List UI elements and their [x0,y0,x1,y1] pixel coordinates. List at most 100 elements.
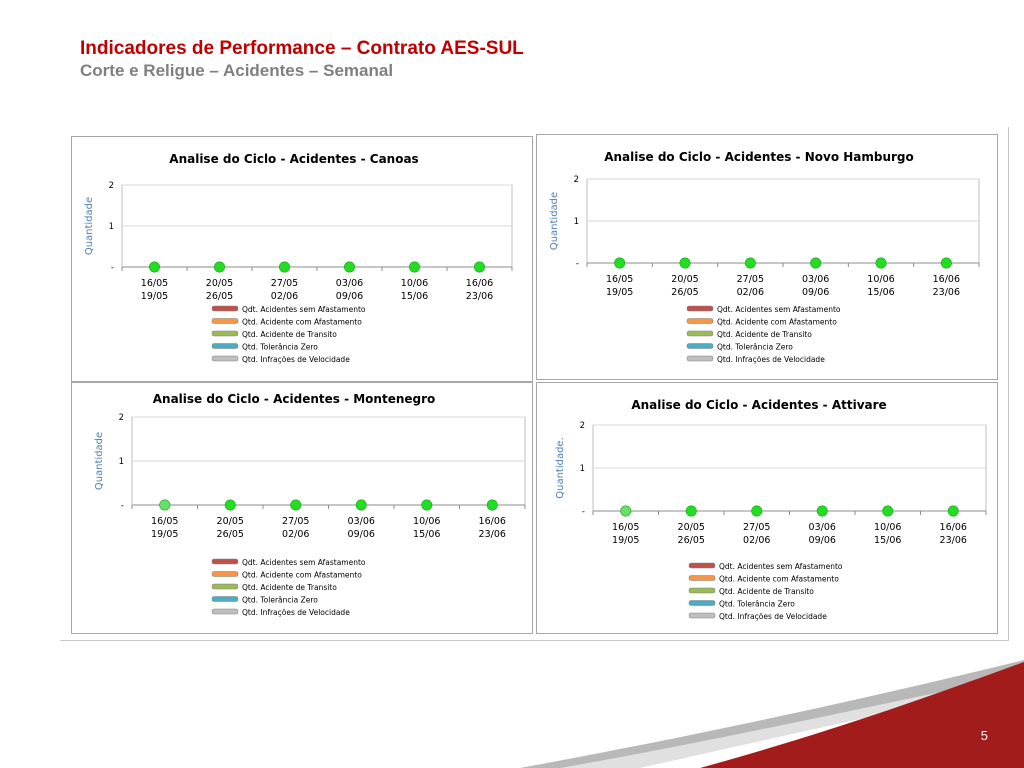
x-tick-label: 26/05 [217,529,244,540]
data-point [159,499,171,511]
x-tick-label: 19/05 [151,529,178,540]
y-axis-label: Quantidade [94,432,105,490]
data-point [224,499,236,511]
x-tick-label: 10/06 [413,516,440,527]
data-point [685,505,697,517]
chart-attivare: Analise do Ciclo - Acidentes - Attivare -… [536,382,998,634]
legend-label: Qtd. Acidente de Transito [242,330,337,339]
legend-swatch [211,318,239,324]
chart-svg: Analise do Ciclo - Acidentes - Canoas - 1 2… [84,152,513,364]
x-tick-label: 23/06 [479,529,506,540]
data-point [875,257,887,269]
x-tick-label: 26/05 [671,287,698,298]
y-axis-label: Quantidade. [555,437,566,499]
data-point [149,261,161,273]
legend-swatch [688,562,716,569]
legend-label: Qtd. Tolerância Zero [719,600,795,609]
data-point [486,499,498,511]
page-subtitle: Corte e Religue – Acidentes – Semanal [80,61,394,80]
data-point [620,505,632,517]
x-tick-label: 16/06 [940,522,967,533]
y-tick-label: 1 [580,464,585,474]
x-tick-label: 02/06 [737,287,764,298]
x-tick-label: 16/05 [141,278,168,289]
legend-swatch [686,305,714,312]
x-tick-label: 10/06 [401,278,428,289]
x-tick-label: 27/05 [743,522,770,533]
legend-label: Qtd. Infrações de Velocidade [242,608,350,617]
x-tick-label: 15/06 [413,529,440,540]
legend-label: Qtd. Acidente com Afastamento [719,575,839,584]
chart-title: Analise do Ciclo - Acidentes - Montenegr… [153,392,436,406]
x-tick-label: 23/06 [466,291,493,302]
y-axis-label: Quantidade [549,192,560,250]
title-block: Indicadores de Performance – Contrato AE… [80,38,524,82]
legend-label: Qdt. Acidentes sem Afastamento [719,562,843,571]
data-point [214,261,226,273]
data-point [343,261,355,273]
x-tick-label: 27/05 [282,516,309,527]
y-tick-label: 1 [109,222,114,232]
chart-title: Analise do Ciclo - Acidentes - Attivare [631,398,886,412]
legend-swatch [211,330,239,337]
chart-svg: Analise do Ciclo - Acidentes - Attivare -… [555,398,987,621]
y-tick-label: 1 [119,457,124,467]
data-point [355,499,367,511]
x-tick-label: 16/05 [151,516,178,527]
legend-swatch [688,600,716,606]
legend-swatch [686,343,714,349]
x-tick-label: 23/06 [940,535,967,546]
legend-label: Qtd. Acidente de Transito [242,583,337,592]
x-tick-label: 02/06 [282,529,309,540]
data-point [679,257,691,269]
x-tick-label: 20/05 [206,278,233,289]
page-title: Indicadores de Performance – Contrato AE… [80,38,524,59]
legend-swatch [211,583,239,590]
x-tick-label: 20/05 [217,516,244,527]
data-point [421,499,433,511]
data-point [290,499,302,511]
data-point [473,261,485,273]
legend-swatch [211,571,239,577]
x-tick-label: 03/06 [348,516,375,527]
chart-svg: Analise do Ciclo - Acidentes - Montenegr… [94,392,526,617]
x-tick-label: 10/06 [867,274,894,285]
legend-label: Qtd. Infrações de Velocidade [719,612,827,621]
legend-label: Qtd. Infrações de Velocidade [242,355,350,364]
data-point [882,505,894,517]
y-axis-label: Quantidade [84,197,95,255]
x-tick-label: 09/06 [802,287,829,298]
legend-label: Qtd. Acidente de Transito [717,330,812,339]
data-point [408,261,420,273]
y-tick-label: 2 [109,181,114,191]
x-tick-label: 16/05 [612,522,639,533]
chart-svg: Analise do Ciclo - Acidentes - Novo Hamb… [549,150,980,364]
x-tick-label: 10/06 [874,522,901,533]
page-number: 5 [980,728,988,743]
x-tick-label: 16/06 [466,278,493,289]
legend-swatch [211,558,239,565]
chart-canoas: Analise do Ciclo - Acidentes - Canoas - 1 2… [71,136,533,382]
data-point [816,505,828,517]
legend-label: Qtd. Acidente de Transito [719,587,814,596]
data-point [744,257,756,269]
x-tick-label: 16/06 [933,274,960,285]
legend-swatch [686,330,714,337]
legend-swatch [688,612,716,619]
legend-swatch [686,318,714,324]
x-tick-label: 27/05 [271,278,298,289]
legend-label: Qtd. Tolerância Zero [242,596,318,605]
x-tick-label: 03/06 [802,274,829,285]
legend-label: Qtd. Acidente com Afastamento [242,571,362,580]
x-tick-label: 26/05 [678,535,705,546]
x-tick-label: 23/06 [933,287,960,298]
data-point [279,261,291,273]
data-point [810,257,822,269]
chart-title: Analise do Ciclo - Acidentes - Novo Hamb… [604,150,914,164]
legend-label: Qtd. Infrações de Velocidade [717,355,825,364]
y-tick-label: 2 [580,421,585,431]
x-tick-label: 19/05 [612,535,639,546]
legend-swatch [211,596,239,602]
data-point [751,505,763,517]
legend-label: Qtd. Acidente com Afastamento [717,318,837,327]
